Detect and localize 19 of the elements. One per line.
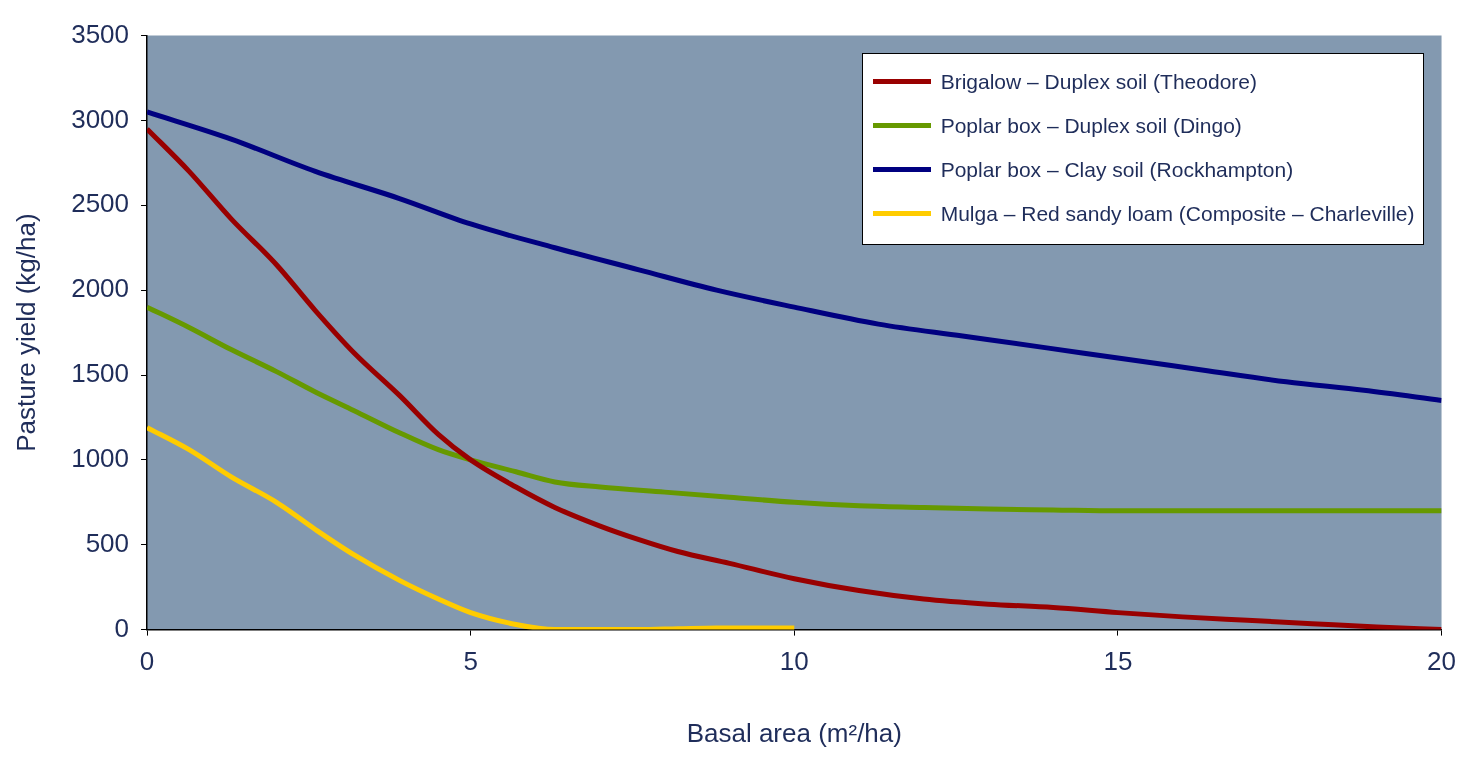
- x-tick-label: 0: [139, 646, 155, 677]
- y-tick-label: 3500: [71, 18, 130, 49]
- y-tick-label: 3000: [71, 103, 130, 134]
- x-tick-label: 5: [463, 646, 478, 677]
- y-tick-label: 1000: [71, 443, 130, 474]
- y-tick-label: 0: [114, 612, 130, 643]
- y-tick-label: 2500: [71, 188, 130, 219]
- y-tick-label: 1500: [71, 358, 130, 389]
- y-axis-title: Pasture yield (kg/ha): [10, 213, 41, 452]
- x-tick-label: 20: [1427, 646, 1456, 677]
- legend-label: Brigalow – Duplex soil (Theodore): [940, 69, 1257, 94]
- x-tick-label: 15: [1103, 646, 1133, 677]
- legend-label: Poplar box – Clay soil (Rockhampton): [940, 157, 1294, 182]
- y-tick-label: 500: [85, 527, 130, 558]
- legend-label: Mulga – Red sandy loam (Composite – Charleville): [940, 201, 1415, 226]
- legend-label: Poplar box – Duplex soil (Dingo): [940, 113, 1242, 138]
- y-tick-label: 2000: [71, 273, 130, 304]
- x-axis-title: Basal area (m²/ha): [686, 717, 902, 748]
- x-tick-label: 10: [779, 646, 809, 677]
